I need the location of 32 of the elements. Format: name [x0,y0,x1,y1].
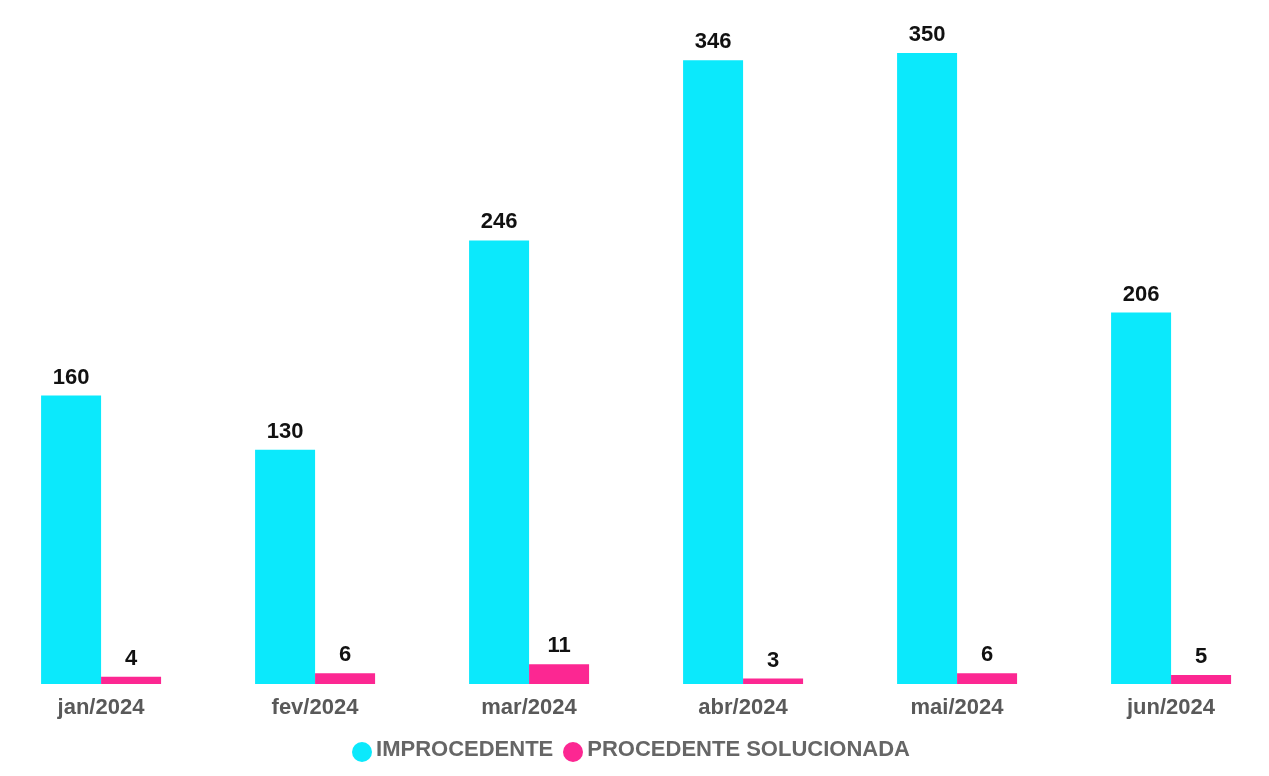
bar [41,395,102,684]
data-label: 4 [124,644,138,670]
data-label: 6 [338,641,352,667]
bar [529,664,590,684]
bar [101,676,162,684]
data-label: 350 [908,21,946,46]
bar [315,673,376,684]
data-label: 206 [1122,280,1160,306]
bar [469,240,530,684]
data-label: 6 [980,641,994,667]
data-label: 246 [480,208,518,234]
legend-label: PROCEDENTE SOLUCIONADA [587,736,910,761]
data-label: 346 [694,28,732,54]
data-label: 11 [547,632,571,658]
bar [957,673,1018,684]
bar [897,53,958,684]
x-tick-label: mai/2024 [910,693,1005,719]
data-label: 5 [1194,642,1208,668]
bar [1111,312,1172,684]
data-label: 130 [266,417,304,443]
x-tick-label: mar/2024 [481,693,578,719]
bar [683,60,744,684]
bar [743,678,804,684]
legend-label: IMPROCEDENTE [376,736,554,761]
bar [1171,674,1232,684]
data-label: 160 [52,363,90,389]
x-tick-label: abr/2024 [698,693,789,719]
x-tick-label: jun/2024 [1125,693,1216,719]
data-label: 3 [766,646,780,672]
bar [255,449,316,684]
x-tick-label: jan/2024 [56,693,146,719]
x-tick-label: fev/2024 [271,693,360,719]
